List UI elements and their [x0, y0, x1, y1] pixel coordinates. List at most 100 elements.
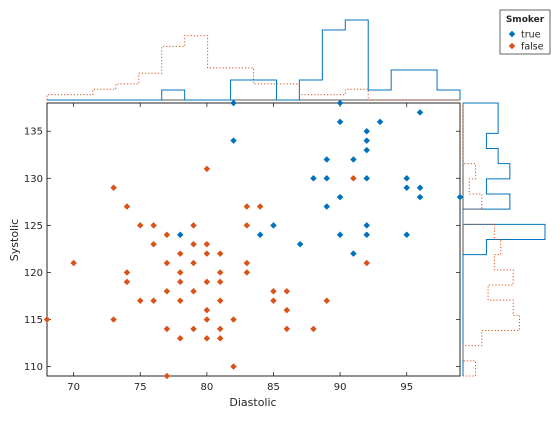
point-false [163, 372, 171, 380]
point-false [216, 269, 224, 276]
x-axis-label: Diastolic [229, 396, 276, 409]
y-tick-label: 130 [24, 174, 43, 185]
data-points [43, 99, 464, 380]
point-false [243, 222, 251, 229]
x-tick-label: 95 [400, 382, 413, 393]
top-hist-true [47, 19, 461, 101]
point-false [176, 297, 184, 305]
right-marginal-histogram [462, 102, 546, 377]
point-false [216, 325, 224, 333]
point-true [310, 174, 317, 182]
legend-label-false: false [521, 42, 544, 53]
point-false [123, 269, 131, 276]
legend-box [499, 9, 551, 55]
point-false [323, 297, 331, 305]
point-true [323, 156, 331, 163]
point-false [70, 259, 77, 267]
x-tick-label: 70 [67, 382, 80, 393]
point-false [176, 250, 184, 257]
point-false [216, 297, 224, 305]
point-true [416, 184, 424, 192]
point-false [363, 259, 371, 267]
point-false [203, 165, 211, 173]
point-false [43, 316, 51, 323]
x-tick-label: 85 [267, 382, 280, 393]
point-true [323, 203, 331, 210]
point-false [243, 203, 251, 210]
plot-frame [46, 102, 461, 377]
point-false [110, 184, 117, 192]
point-true [376, 118, 384, 126]
point-false [270, 297, 277, 305]
point-false [163, 287, 171, 295]
point-true [336, 118, 344, 126]
point-false [203, 240, 211, 248]
x-tick-label: 80 [201, 382, 214, 393]
point-true [270, 222, 277, 229]
point-false [283, 306, 291, 314]
point-false [176, 334, 184, 342]
point-false [310, 325, 317, 333]
point-false [176, 269, 184, 276]
point-false [150, 222, 157, 229]
point-false [136, 297, 144, 305]
point-false [190, 240, 197, 248]
y-tick-label: 135 [24, 127, 43, 138]
point-true [456, 193, 464, 201]
point-false [203, 316, 211, 323]
point-false [216, 278, 224, 286]
top-hist-false [46, 35, 460, 101]
point-false [176, 278, 184, 286]
point-true [296, 240, 304, 248]
point-true [403, 231, 411, 239]
point-false [203, 278, 211, 286]
point-true [336, 193, 344, 201]
point-true [363, 174, 371, 182]
point-true [350, 250, 357, 257]
point-false [150, 297, 157, 305]
point-false [123, 278, 131, 286]
point-false [230, 316, 237, 323]
point-false [163, 231, 171, 239]
axis-ticks: 70 75 80 85 90 95 110 115 120 125 130 135 [24, 103, 460, 393]
main-axes: 70 75 80 85 90 95 110 115 120 125 130 135 [24, 99, 464, 393]
point-false [203, 334, 211, 342]
legend-title: Smoker [506, 15, 545, 25]
point-true [363, 231, 371, 239]
x-tick-label: 75 [134, 382, 147, 393]
point-true [403, 184, 411, 192]
point-false [123, 203, 131, 210]
point-false [283, 287, 291, 295]
point-true [336, 99, 344, 107]
point-false [216, 334, 224, 342]
point-false [163, 325, 171, 333]
right-hist-true [462, 102, 546, 376]
legend-marker-false [508, 42, 516, 50]
point-true [363, 146, 371, 154]
point-false [216, 250, 224, 257]
point-false [190, 325, 197, 333]
point-false [190, 287, 197, 295]
point-false [256, 203, 264, 210]
point-false [270, 287, 277, 295]
point-false [243, 259, 251, 267]
y-tick-label: 115 [24, 315, 43, 326]
point-false [350, 174, 357, 182]
point-false [203, 250, 211, 257]
point-true [350, 156, 357, 163]
point-true [256, 231, 264, 239]
point-true [403, 174, 411, 182]
legend-label-true: true [521, 30, 541, 41]
y-axis-label: Systolic [8, 219, 21, 261]
y-tick-label: 110 [24, 362, 43, 373]
x-tick-label: 90 [334, 382, 347, 393]
y-tick-label: 125 [24, 221, 43, 232]
point-false [190, 222, 197, 229]
point-true [230, 137, 237, 145]
point-false [230, 363, 237, 370]
point-true [323, 174, 331, 182]
point-true [230, 99, 237, 107]
